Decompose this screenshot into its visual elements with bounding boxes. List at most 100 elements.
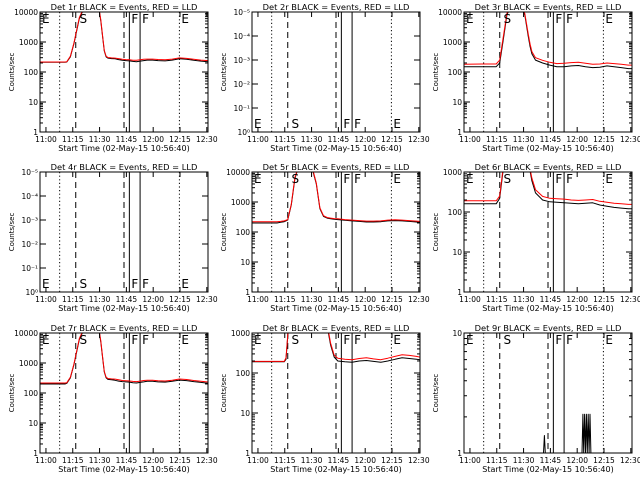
x-tick-label: 11:15 <box>274 456 296 465</box>
y-tick-label: 10000 <box>226 168 250 177</box>
interval-label: F <box>354 333 361 347</box>
x-tick-label: 12:30 <box>196 135 218 144</box>
x-tick-label: 11:00 <box>247 135 269 144</box>
panel-3: Det 3r BLACK = Events, RED = LLD 11:00 11:… <box>432 2 640 153</box>
series-line-events <box>40 333 208 385</box>
x-tick-label: 12:15 <box>381 456 403 465</box>
x-tick-label: 11:45 <box>328 456 350 465</box>
x-tick-label: 12:30 <box>620 295 640 304</box>
x-tick-label: 11:00 <box>459 456 481 465</box>
y-tick-label: 10⁻⁴ <box>21 192 38 201</box>
panel-title: Det 5r BLACK = Events, RED = LLD <box>263 162 410 172</box>
y-tick-label: 10000 <box>14 8 38 17</box>
interval-label: E <box>393 333 401 347</box>
x-axis-label: Start Time (02-May-15 10:56:40) <box>482 304 613 313</box>
x-tick-label: 11:30 <box>301 295 323 304</box>
y-tick-label: 10⁻² <box>233 80 250 89</box>
interval-label: E <box>181 12 189 26</box>
y-axis-label: Counts/sec <box>432 374 440 413</box>
x-axis-label: Start Time (02-May-15 10:56:40) <box>482 465 613 474</box>
panel-title: Det 1r BLACK = Events, RED = LLD <box>51 2 198 12</box>
y-tick-label: 1000 <box>231 198 250 207</box>
y-tick-label: 10 <box>240 258 250 267</box>
x-tick-label: 11:00 <box>459 295 481 304</box>
x-tick-label: 12:00 <box>566 295 588 304</box>
x-tick-label: 11:45 <box>328 295 350 304</box>
panel-title: Det 7r BLACK = Events, RED = LLD <box>51 323 198 333</box>
interval-label: E <box>393 117 401 131</box>
interval-label: F <box>555 333 562 347</box>
x-tick-label: 11:45 <box>116 456 138 465</box>
y-tick-label: 1 <box>457 128 462 137</box>
interval-label: F <box>354 172 361 186</box>
interval-label: S <box>80 12 88 26</box>
interval-label: E <box>254 333 262 347</box>
y-axis-label: Counts/sec <box>8 213 16 252</box>
x-tick-label: 11:30 <box>89 295 111 304</box>
interval-label: F <box>131 333 138 347</box>
y-axis-label: Counts/sec <box>8 53 16 92</box>
x-tick-label: 12:00 <box>354 456 376 465</box>
x-tick-label: 12:30 <box>408 295 430 304</box>
y-tick-label: 1 <box>457 288 462 297</box>
x-tick-label: 12:00 <box>142 295 164 304</box>
y-axis-label: Counts/sec <box>220 374 228 413</box>
y-tick-label: 10000 <box>438 8 462 17</box>
interval-label: E <box>466 172 474 186</box>
x-tick-label: 11:30 <box>513 456 535 465</box>
panel-title: Det 3r BLACK = Events, RED = LLD <box>475 2 622 12</box>
interval-label: F <box>131 277 138 291</box>
y-tick-label: 10 <box>452 98 462 107</box>
y-tick-label: 10⁻³ <box>21 216 38 225</box>
x-tick-label: 11:15 <box>62 135 84 144</box>
panel-5: Det 5r BLACK = Events, RED = LLD 11:00 11:… <box>220 162 430 313</box>
x-axis-label: Start Time (02-May-15 10:56:40) <box>270 304 401 313</box>
x-tick-label: 12:00 <box>142 135 164 144</box>
interval-label: E <box>466 12 474 26</box>
interval-label: E <box>466 333 474 347</box>
interval-label: E <box>181 277 189 291</box>
x-tick-label: 11:30 <box>301 135 323 144</box>
x-tick-label: 11:30 <box>89 135 111 144</box>
y-tick-label: 100 <box>236 369 251 378</box>
x-axis-label: Start Time (02-May-15 10:56:40) <box>58 304 189 313</box>
panel-title: Det 2r BLACK = Events, RED = LLD <box>263 2 410 12</box>
y-tick-label: 10⁻² <box>21 240 38 249</box>
x-tick-label: 11:30 <box>89 456 111 465</box>
interval-label: F <box>566 172 573 186</box>
series-line-lld <box>252 172 420 223</box>
y-tick-label: 1 <box>33 449 38 458</box>
panel-title: Det 4r BLACK = Events, RED = LLD <box>51 162 198 172</box>
x-axis-label: Start Time (02-May-15 10:56:40) <box>482 144 613 153</box>
y-axis-label: Counts/sec <box>432 53 440 92</box>
interval-label: F <box>142 12 149 26</box>
interval-label: F <box>131 12 138 26</box>
x-tick-label: 12:30 <box>408 135 430 144</box>
x-tick-label: 11:00 <box>459 135 481 144</box>
y-tick-label: 100 <box>24 68 39 77</box>
y-tick-label: 1000 <box>231 329 250 338</box>
y-tick-label: 10⁻³ <box>233 56 250 65</box>
interval-label: E <box>254 117 262 131</box>
plot-frame <box>39 171 209 293</box>
y-tick-label: 10⁰ <box>25 288 38 297</box>
interval-label: F <box>566 12 573 26</box>
interval-label: S <box>292 333 300 347</box>
interval-label: F <box>555 12 562 26</box>
plot-frame <box>463 332 633 454</box>
y-tick-label: 1 <box>457 449 462 458</box>
y-tick-label: 1000 <box>19 359 38 368</box>
y-tick-label: 10⁻⁵ <box>233 8 250 17</box>
x-tick-label: 12:00 <box>566 135 588 144</box>
y-axis-label: Counts/sec <box>432 213 440 252</box>
interval-label: S <box>80 333 88 347</box>
y-tick-label: 1000 <box>443 168 462 177</box>
interval-label: S <box>504 333 512 347</box>
y-tick-label: 10⁻¹ <box>21 264 38 273</box>
x-axis-label: Start Time (02-May-15 10:56:40) <box>58 144 189 153</box>
x-tick-label: 12:15 <box>593 135 615 144</box>
x-tick-label: 12:30 <box>196 295 218 304</box>
x-tick-label: 12:30 <box>620 456 640 465</box>
x-tick-label: 12:15 <box>381 295 403 304</box>
